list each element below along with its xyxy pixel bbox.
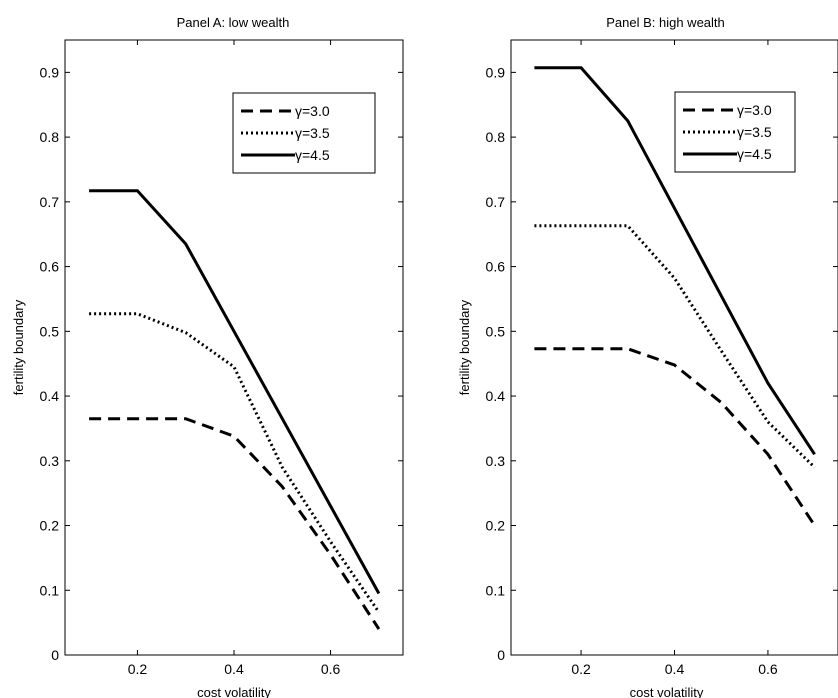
- y-tick-label: 0.9: [40, 64, 60, 80]
- y-tick-label: 0.8: [486, 129, 506, 145]
- x-tick-label: 0.2: [128, 661, 148, 677]
- legend-label: γ=3.0: [295, 103, 330, 119]
- panel-a: 0 0.1 0.2 0.3 0.4 0.5 0.6 0.7 0.8 0.9 0.2 0.4 0.6 Pan…: [11, 15, 404, 698]
- panel-title: Panel B: high wealth: [606, 15, 725, 30]
- y-axis-label: fertility boundary: [457, 299, 472, 395]
- y-axis-label: fertility boundary: [11, 299, 26, 395]
- series-line-dotted: [89, 312, 381, 614]
- y-tick-label: 0.3: [40, 453, 60, 469]
- y-tick-label: 0.4: [486, 388, 506, 404]
- legend-label: γ=3.0: [737, 102, 772, 118]
- series-line-dashed: [534, 347, 816, 527]
- panel-title: Panel A: low wealth: [177, 15, 290, 30]
- y-tick-label: 0.7: [486, 194, 506, 210]
- panel-b: 0 0.1 0.2 0.3 0.4 0.5 0.6 0.7 0.8 0.9 0.2 0.4 0.6 Pan…: [457, 15, 838, 698]
- y-tick-label: 0.3: [486, 453, 506, 469]
- legend-label: γ=4.5: [737, 146, 772, 162]
- x-axis-label: cost volatility: [630, 685, 704, 698]
- y-tick-label: 0.6: [40, 259, 60, 275]
- y-tick-label: 0.4: [40, 388, 60, 404]
- y-tick-label: 0.5: [486, 323, 506, 339]
- y-tick-label: 0.1: [40, 582, 60, 598]
- series-line-solid: [534, 66, 816, 456]
- series-line-dotted: [534, 224, 816, 469]
- legend-label: γ=3.5: [737, 124, 772, 140]
- x-tick-label: 0.4: [224, 661, 244, 677]
- legend-box: [232, 92, 376, 174]
- y-tick-label: 0.8: [40, 129, 60, 145]
- y-tick-label: 0: [497, 647, 505, 663]
- x-axis-label: cost volatility: [197, 685, 271, 698]
- x-tick-label: 0.4: [665, 661, 685, 677]
- legend: γ=3.0 γ=3.5 γ=4.5: [232, 92, 376, 174]
- y-tick-label: 0.9: [486, 64, 506, 80]
- y-tick-label: 0.2: [40, 518, 60, 534]
- y-tick-label: 0.1: [486, 582, 506, 598]
- y-tick-label: 0: [51, 647, 59, 663]
- legend: γ=3.0 γ=3.5 γ=4.5: [674, 91, 796, 173]
- y-tick-label: 0.7: [40, 194, 60, 210]
- y-tick-label: 0.2: [486, 518, 506, 534]
- x-tick-label: 0.2: [571, 661, 591, 677]
- legend-label: γ=3.5: [295, 125, 330, 141]
- series-line-solid: [89, 189, 381, 595]
- x-tick-label: 0.6: [321, 661, 341, 677]
- y-tick-label: 0.6: [486, 259, 506, 275]
- x-tick-label: 0.6: [758, 661, 778, 677]
- legend-label: γ=4.5: [295, 147, 330, 163]
- series-line-dashed: [89, 417, 381, 630]
- y-tick-label: 0.5: [40, 323, 60, 339]
